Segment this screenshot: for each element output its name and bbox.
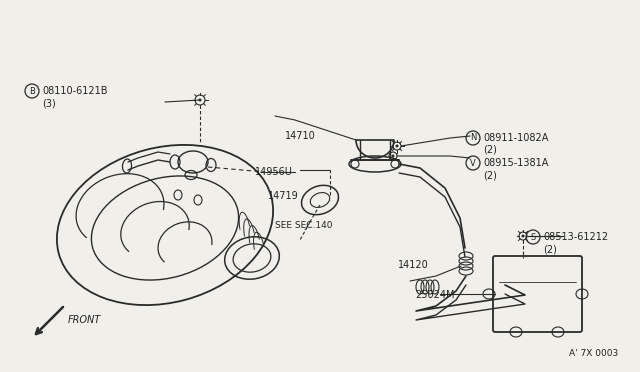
Text: V: V xyxy=(470,158,476,167)
Text: (2): (2) xyxy=(483,170,497,180)
Text: B: B xyxy=(29,87,35,96)
Text: (2): (2) xyxy=(543,244,557,254)
Text: 14710: 14710 xyxy=(285,131,316,141)
Text: (2): (2) xyxy=(483,145,497,155)
Text: 14719: 14719 xyxy=(268,191,299,201)
Text: 25024M: 25024M xyxy=(415,290,454,300)
Text: 08513-61212: 08513-61212 xyxy=(543,232,608,242)
Text: FRONT: FRONT xyxy=(68,315,101,325)
Text: A' 7X 0003: A' 7X 0003 xyxy=(569,349,618,358)
Circle shape xyxy=(396,144,399,148)
Text: SEE SEC.140: SEE SEC.140 xyxy=(275,221,333,230)
Text: N: N xyxy=(470,134,476,142)
Text: 08915-1381A: 08915-1381A xyxy=(483,158,548,168)
Text: 14956U: 14956U xyxy=(255,167,293,177)
Text: 14120: 14120 xyxy=(398,260,429,270)
Text: 08110-6121B: 08110-6121B xyxy=(42,86,108,96)
Text: S: S xyxy=(531,232,536,241)
Text: 08911-1082A: 08911-1082A xyxy=(483,133,548,143)
Circle shape xyxy=(392,154,394,157)
Circle shape xyxy=(198,99,202,102)
Circle shape xyxy=(522,234,525,237)
Text: (3): (3) xyxy=(42,98,56,108)
